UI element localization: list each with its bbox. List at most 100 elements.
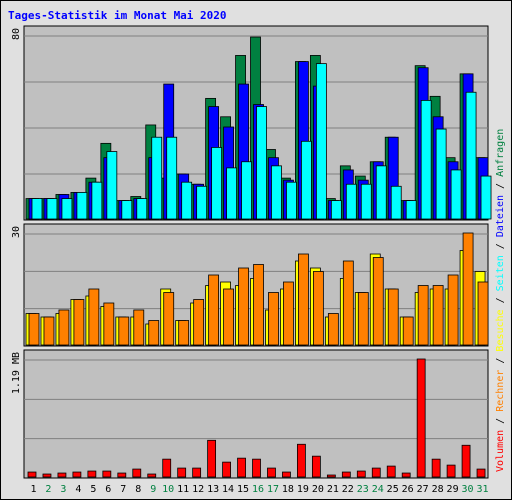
bar-volumen-day-11: [177, 467, 187, 478]
bar-seiten-day-18: [286, 181, 297, 220]
legend-item: Rechner: [495, 364, 506, 412]
plot-area-bot: [23, 349, 489, 479]
bar-volumen-day-10: [162, 458, 172, 478]
bar-volumen-day-5: [87, 470, 97, 478]
x-tick-label: 4: [75, 484, 81, 495]
bar-seiten-day-13: [211, 147, 223, 220]
bar-seiten-day-10: [166, 136, 178, 220]
bar-volumen-day-24: [371, 467, 381, 478]
bar-rechner-day-19: [298, 253, 309, 346]
y-axis-max-label-bot: 1.19 MB: [11, 352, 22, 394]
x-tick-label: 11: [177, 484, 189, 495]
x-tick-label: 14: [222, 484, 234, 495]
bar-rechner-day-23: [357, 292, 369, 346]
chart-panels: 80 30 1.19 MB: [11, 25, 492, 479]
bar-rechner-day-9: [148, 320, 160, 346]
bar-rechner-day-20: [312, 271, 324, 346]
bar-rechner-day-13: [208, 274, 220, 346]
x-tick-label: 10: [162, 484, 174, 495]
panel-mid: 30: [11, 223, 489, 347]
bar-volumen-day-17: [267, 467, 276, 478]
x-tick-label: 5: [90, 484, 96, 495]
bar-seiten-day-26: [405, 200, 417, 220]
legend-item: Besuche: [495, 303, 506, 351]
legend-item: /: [495, 291, 506, 303]
x-tick-label: 24: [372, 484, 384, 495]
bar-rechner-day-15: [238, 267, 249, 346]
bar-rechner-day-31: [477, 281, 489, 346]
legend-item: Seiten: [495, 249, 506, 291]
x-tick-label: 21: [327, 484, 339, 495]
bar-volumen-day-30: [461, 444, 471, 478]
bar-seiten-day-7: [121, 200, 133, 220]
x-tick-label: 28: [432, 484, 444, 495]
bar-volumen-day-2: [42, 473, 52, 478]
bar-volumen-day-23: [356, 470, 366, 478]
bar-rechner-day-4: [73, 299, 85, 346]
bar-rechner-day-5: [88, 288, 100, 346]
bar-seiten-day-30: [465, 91, 477, 220]
x-tick-label: 25: [387, 484, 399, 495]
bar-rechner-day-1: [28, 313, 40, 346]
legend-item: Dateien: [495, 189, 506, 237]
x-tick-label: 19: [297, 484, 309, 495]
x-tick-label: 31: [476, 484, 488, 495]
bar-seiten-day-2: [46, 198, 58, 220]
bar-seiten-day-19: [301, 140, 312, 220]
bar-volumen-day-4: [72, 471, 82, 478]
bar-volumen-day-19: [297, 443, 306, 478]
bar-volumen-day-12: [192, 467, 202, 478]
legend-item: /: [495, 177, 506, 189]
bar-volumen-day-27: [416, 358, 426, 478]
x-tick-label: 23: [357, 484, 369, 495]
bar-seiten-day-11: [181, 181, 193, 220]
bar-volumen-day-28: [431, 458, 441, 478]
bar-seiten-day-1: [31, 198, 43, 220]
bar-rechner-day-7: [118, 316, 130, 346]
bar-rechner-day-22: [342, 260, 354, 346]
legend-item: /: [495, 237, 506, 249]
x-tick-label: 1: [30, 484, 36, 495]
bar-rechner-day-29: [447, 274, 459, 346]
bar-volumen-day-15: [237, 457, 246, 478]
bar-volumen-day-3: [57, 472, 67, 478]
x-tick-label: 22: [342, 484, 354, 495]
bar-rechner-day-27: [417, 285, 429, 346]
bar-rechner-day-6: [103, 302, 115, 346]
bar-volumen-day-13: [207, 439, 217, 478]
bar-seiten-day-22: [345, 183, 357, 220]
bar-seiten-day-4: [76, 192, 88, 220]
bar-seiten-day-12: [196, 185, 208, 220]
legend-item: Volumen: [495, 424, 506, 472]
y-axis-max-label-mid: 30: [11, 226, 22, 238]
x-tick-label: 27: [417, 484, 429, 495]
bar-volumen-day-21: [326, 474, 336, 478]
legend-item: /: [495, 412, 506, 424]
bar-seiten-day-21: [330, 200, 342, 220]
bar-rechner-day-11: [178, 320, 190, 346]
chart-title: Tages-Statistik im Monat Mai 2020: [8, 9, 227, 22]
y-axis-max-label-top: 80: [11, 28, 22, 40]
bar-seiten-day-20: [315, 63, 327, 220]
bar-rechner-day-25: [387, 288, 399, 346]
bar-volumen-day-20: [311, 455, 321, 478]
bar-seiten-day-31: [480, 175, 492, 220]
x-axis-tick-labels: 1 2 3 4 5 6 7 8 9 10 11 12 13 14 15 16 17 18 19 20 21 22 23 24 2…: [30, 484, 488, 495]
bar-rechner-day-14: [223, 288, 234, 346]
bar-volumen-day-9: [147, 473, 157, 478]
bar-seiten-day-16: [256, 106, 267, 220]
bar-volumen-day-18: [282, 471, 291, 478]
bar-rechner-day-3: [58, 309, 70, 346]
bar-volumen-day-26: [401, 472, 411, 478]
bar-rechner-day-21: [327, 313, 339, 346]
bar-seiten-day-8: [136, 198, 148, 220]
bar-seiten-day-27: [420, 100, 432, 220]
x-tick-label: 30: [462, 484, 474, 495]
bar-volumen-day-6: [102, 470, 112, 478]
bar-seiten-day-28: [435, 128, 447, 220]
bar-rechner-day-2: [43, 316, 55, 346]
legend-item: /: [495, 352, 506, 364]
bar-seiten-day-6: [106, 151, 118, 220]
bar-volumen-day-14: [222, 461, 231, 478]
